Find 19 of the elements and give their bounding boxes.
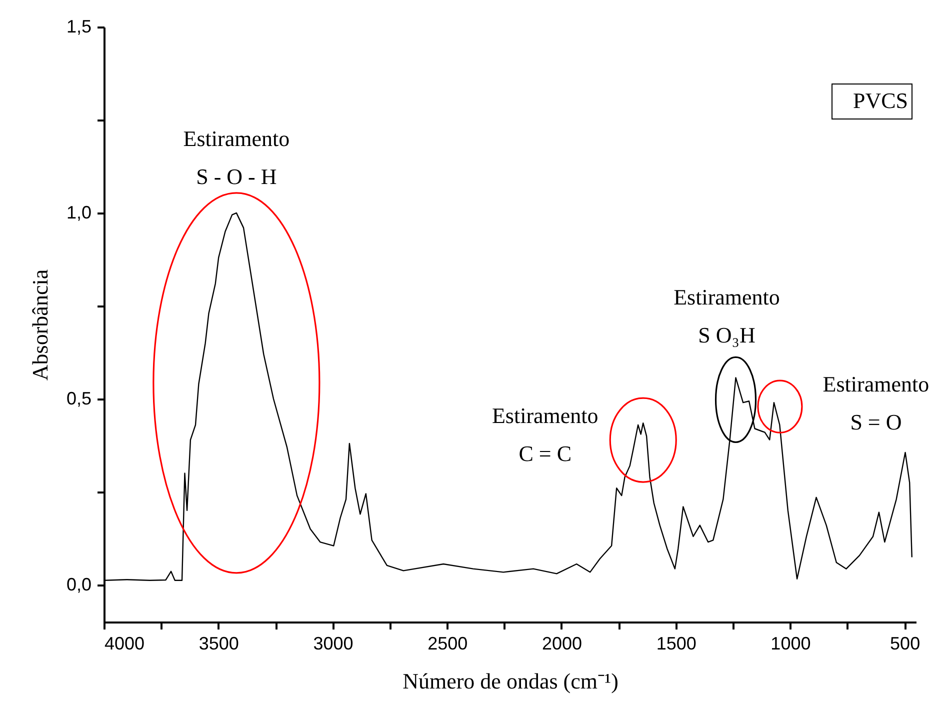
x-tick-label: 3500	[198, 634, 239, 654]
y-tick-label: 1,5	[66, 16, 92, 36]
x-tick-label: 1000	[770, 634, 811, 654]
x-axis-title: Número de ondas (cm⁻¹)	[402, 668, 618, 694]
x-tick-label: 500	[890, 634, 920, 654]
x-tick-label: 1500	[656, 634, 696, 654]
x-tick-label: 2000	[542, 634, 582, 654]
x-tick-label: 4000	[104, 634, 145, 654]
y-tick-label: 0,0	[66, 574, 92, 594]
annotation: Estiramento S - O - H	[183, 126, 290, 189]
y-tick-label: 0,5	[66, 388, 92, 408]
annotation: Estiramento C = C	[492, 403, 598, 466]
x-tick-label: 3000	[313, 634, 354, 654]
y-tick-label: 1,0	[66, 202, 92, 222]
annotation: PVCS	[852, 88, 908, 113]
annotation: Estiramento S = O	[822, 372, 930, 435]
x-tick-label: 2500	[428, 634, 468, 654]
annotation: Estiramento S O₃H	[674, 284, 780, 348]
y-axis-title: Absorbância	[27, 269, 52, 381]
